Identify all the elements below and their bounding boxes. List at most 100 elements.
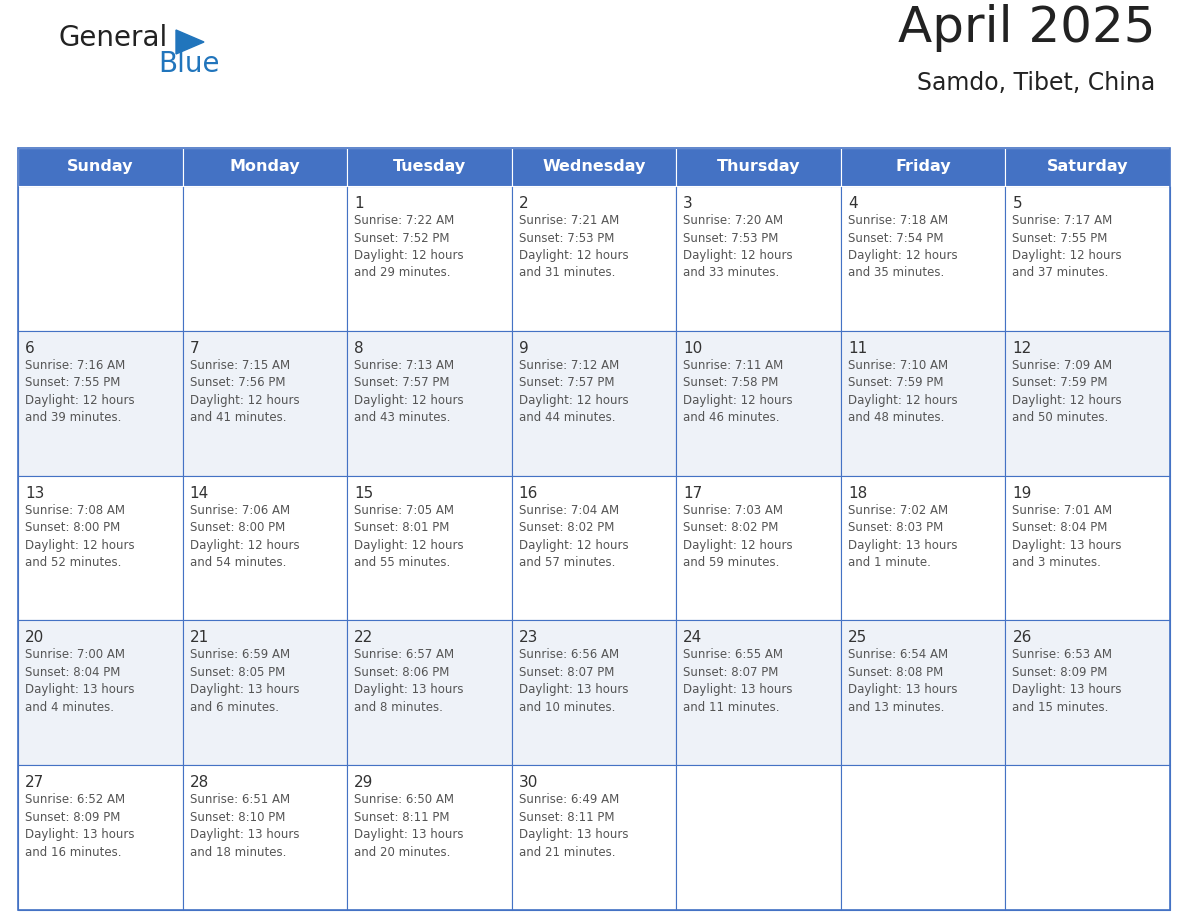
Polygon shape — [176, 30, 204, 54]
Text: 5: 5 — [1012, 196, 1022, 211]
Text: 14: 14 — [190, 486, 209, 500]
Text: 11: 11 — [848, 341, 867, 356]
Bar — [347, 148, 512, 186]
Bar — [676, 148, 841, 186]
Text: 13: 13 — [25, 486, 44, 500]
Text: 28: 28 — [190, 775, 209, 790]
Bar — [512, 476, 676, 621]
Text: Sunrise: 7:16 AM
Sunset: 7:55 PM
Daylight: 12 hours
and 39 minutes.: Sunrise: 7:16 AM Sunset: 7:55 PM Dayligh… — [25, 359, 134, 424]
Text: 19: 19 — [1012, 486, 1032, 500]
Text: Sunrise: 7:08 AM
Sunset: 8:00 PM
Daylight: 12 hours
and 52 minutes.: Sunrise: 7:08 AM Sunset: 8:00 PM Dayligh… — [25, 504, 134, 569]
Bar — [841, 148, 1005, 186]
Bar — [183, 766, 347, 910]
Bar — [183, 186, 347, 330]
Bar — [1005, 330, 1170, 476]
Bar — [512, 330, 676, 476]
Text: Thursday: Thursday — [716, 160, 801, 174]
Bar — [18, 148, 183, 186]
Bar — [18, 476, 183, 621]
Text: Blue: Blue — [158, 50, 220, 78]
Text: 1: 1 — [354, 196, 364, 211]
Text: 10: 10 — [683, 341, 702, 356]
Text: 27: 27 — [25, 775, 44, 790]
Text: Sunrise: 6:53 AM
Sunset: 8:09 PM
Daylight: 13 hours
and 15 minutes.: Sunrise: 6:53 AM Sunset: 8:09 PM Dayligh… — [1012, 648, 1121, 714]
Bar — [1005, 186, 1170, 330]
Text: 17: 17 — [683, 486, 702, 500]
Bar — [18, 148, 1170, 910]
Text: Sunrise: 6:51 AM
Sunset: 8:10 PM
Daylight: 13 hours
and 18 minutes.: Sunrise: 6:51 AM Sunset: 8:10 PM Dayligh… — [190, 793, 299, 858]
Text: Sunrise: 7:03 AM
Sunset: 8:02 PM
Daylight: 12 hours
and 59 minutes.: Sunrise: 7:03 AM Sunset: 8:02 PM Dayligh… — [683, 504, 792, 569]
Text: 23: 23 — [519, 631, 538, 645]
Bar — [676, 766, 841, 910]
Bar — [512, 766, 676, 910]
Bar — [347, 766, 512, 910]
Text: Sunrise: 7:02 AM
Sunset: 8:03 PM
Daylight: 13 hours
and 1 minute.: Sunrise: 7:02 AM Sunset: 8:03 PM Dayligh… — [848, 504, 958, 569]
Bar — [676, 476, 841, 621]
Text: Sunrise: 7:05 AM
Sunset: 8:01 PM
Daylight: 12 hours
and 55 minutes.: Sunrise: 7:05 AM Sunset: 8:01 PM Dayligh… — [354, 504, 463, 569]
Bar — [512, 621, 676, 766]
Text: 7: 7 — [190, 341, 200, 356]
Bar — [183, 621, 347, 766]
Text: 6: 6 — [25, 341, 34, 356]
Text: 18: 18 — [848, 486, 867, 500]
Bar — [347, 330, 512, 476]
Text: 12: 12 — [1012, 341, 1031, 356]
Text: 21: 21 — [190, 631, 209, 645]
Text: Saturday: Saturday — [1047, 160, 1129, 174]
Text: Sunrise: 6:57 AM
Sunset: 8:06 PM
Daylight: 13 hours
and 8 minutes.: Sunrise: 6:57 AM Sunset: 8:06 PM Dayligh… — [354, 648, 463, 714]
Bar — [676, 621, 841, 766]
Bar — [183, 330, 347, 476]
Text: Sunrise: 7:13 AM
Sunset: 7:57 PM
Daylight: 12 hours
and 43 minutes.: Sunrise: 7:13 AM Sunset: 7:57 PM Dayligh… — [354, 359, 463, 424]
Text: 15: 15 — [354, 486, 373, 500]
Text: Sunrise: 6:59 AM
Sunset: 8:05 PM
Daylight: 13 hours
and 6 minutes.: Sunrise: 6:59 AM Sunset: 8:05 PM Dayligh… — [190, 648, 299, 714]
Text: Sunrise: 6:56 AM
Sunset: 8:07 PM
Daylight: 13 hours
and 10 minutes.: Sunrise: 6:56 AM Sunset: 8:07 PM Dayligh… — [519, 648, 628, 714]
Bar — [183, 148, 347, 186]
Text: Wednesday: Wednesday — [542, 160, 646, 174]
Bar — [18, 766, 183, 910]
Text: Sunrise: 7:09 AM
Sunset: 7:59 PM
Daylight: 12 hours
and 50 minutes.: Sunrise: 7:09 AM Sunset: 7:59 PM Dayligh… — [1012, 359, 1121, 424]
Text: Friday: Friday — [896, 160, 950, 174]
Bar — [18, 330, 183, 476]
Text: Sunrise: 7:01 AM
Sunset: 8:04 PM
Daylight: 13 hours
and 3 minutes.: Sunrise: 7:01 AM Sunset: 8:04 PM Dayligh… — [1012, 504, 1121, 569]
Text: 26: 26 — [1012, 631, 1032, 645]
Text: Sunrise: 6:49 AM
Sunset: 8:11 PM
Daylight: 13 hours
and 21 minutes.: Sunrise: 6:49 AM Sunset: 8:11 PM Dayligh… — [519, 793, 628, 858]
Text: 3: 3 — [683, 196, 693, 211]
Bar — [183, 476, 347, 621]
Bar — [841, 186, 1005, 330]
Text: 8: 8 — [354, 341, 364, 356]
Bar — [18, 621, 183, 766]
Bar — [1005, 766, 1170, 910]
Text: Sunrise: 7:15 AM
Sunset: 7:56 PM
Daylight: 12 hours
and 41 minutes.: Sunrise: 7:15 AM Sunset: 7:56 PM Dayligh… — [190, 359, 299, 424]
Text: 4: 4 — [848, 196, 858, 211]
Text: Sunrise: 7:00 AM
Sunset: 8:04 PM
Daylight: 13 hours
and 4 minutes.: Sunrise: 7:00 AM Sunset: 8:04 PM Dayligh… — [25, 648, 134, 714]
Text: Sunrise: 7:21 AM
Sunset: 7:53 PM
Daylight: 12 hours
and 31 minutes.: Sunrise: 7:21 AM Sunset: 7:53 PM Dayligh… — [519, 214, 628, 279]
Text: 29: 29 — [354, 775, 373, 790]
Text: 16: 16 — [519, 486, 538, 500]
Text: General: General — [58, 24, 168, 52]
Bar — [18, 186, 183, 330]
Bar — [1005, 621, 1170, 766]
Text: Sunday: Sunday — [67, 160, 133, 174]
Text: 2: 2 — [519, 196, 529, 211]
Bar — [347, 476, 512, 621]
Text: 24: 24 — [683, 631, 702, 645]
Bar — [676, 330, 841, 476]
Text: Tuesday: Tuesday — [393, 160, 466, 174]
Text: Sunrise: 7:12 AM
Sunset: 7:57 PM
Daylight: 12 hours
and 44 minutes.: Sunrise: 7:12 AM Sunset: 7:57 PM Dayligh… — [519, 359, 628, 424]
Text: Sunrise: 6:50 AM
Sunset: 8:11 PM
Daylight: 13 hours
and 20 minutes.: Sunrise: 6:50 AM Sunset: 8:11 PM Dayligh… — [354, 793, 463, 858]
Bar — [841, 476, 1005, 621]
Text: Sunrise: 7:18 AM
Sunset: 7:54 PM
Daylight: 12 hours
and 35 minutes.: Sunrise: 7:18 AM Sunset: 7:54 PM Dayligh… — [848, 214, 958, 279]
Bar — [347, 186, 512, 330]
Text: Sunrise: 6:52 AM
Sunset: 8:09 PM
Daylight: 13 hours
and 16 minutes.: Sunrise: 6:52 AM Sunset: 8:09 PM Dayligh… — [25, 793, 134, 858]
Text: Monday: Monday — [229, 160, 301, 174]
Bar — [841, 621, 1005, 766]
Bar — [841, 766, 1005, 910]
Bar — [1005, 148, 1170, 186]
Text: Sunrise: 6:54 AM
Sunset: 8:08 PM
Daylight: 13 hours
and 13 minutes.: Sunrise: 6:54 AM Sunset: 8:08 PM Dayligh… — [848, 648, 958, 714]
Bar — [347, 621, 512, 766]
Text: Sunrise: 7:11 AM
Sunset: 7:58 PM
Daylight: 12 hours
and 46 minutes.: Sunrise: 7:11 AM Sunset: 7:58 PM Dayligh… — [683, 359, 792, 424]
Text: Sunrise: 6:55 AM
Sunset: 8:07 PM
Daylight: 13 hours
and 11 minutes.: Sunrise: 6:55 AM Sunset: 8:07 PM Dayligh… — [683, 648, 792, 714]
Text: Sunrise: 7:06 AM
Sunset: 8:00 PM
Daylight: 12 hours
and 54 minutes.: Sunrise: 7:06 AM Sunset: 8:00 PM Dayligh… — [190, 504, 299, 569]
Text: 30: 30 — [519, 775, 538, 790]
Text: Sunrise: 7:20 AM
Sunset: 7:53 PM
Daylight: 12 hours
and 33 minutes.: Sunrise: 7:20 AM Sunset: 7:53 PM Dayligh… — [683, 214, 792, 279]
